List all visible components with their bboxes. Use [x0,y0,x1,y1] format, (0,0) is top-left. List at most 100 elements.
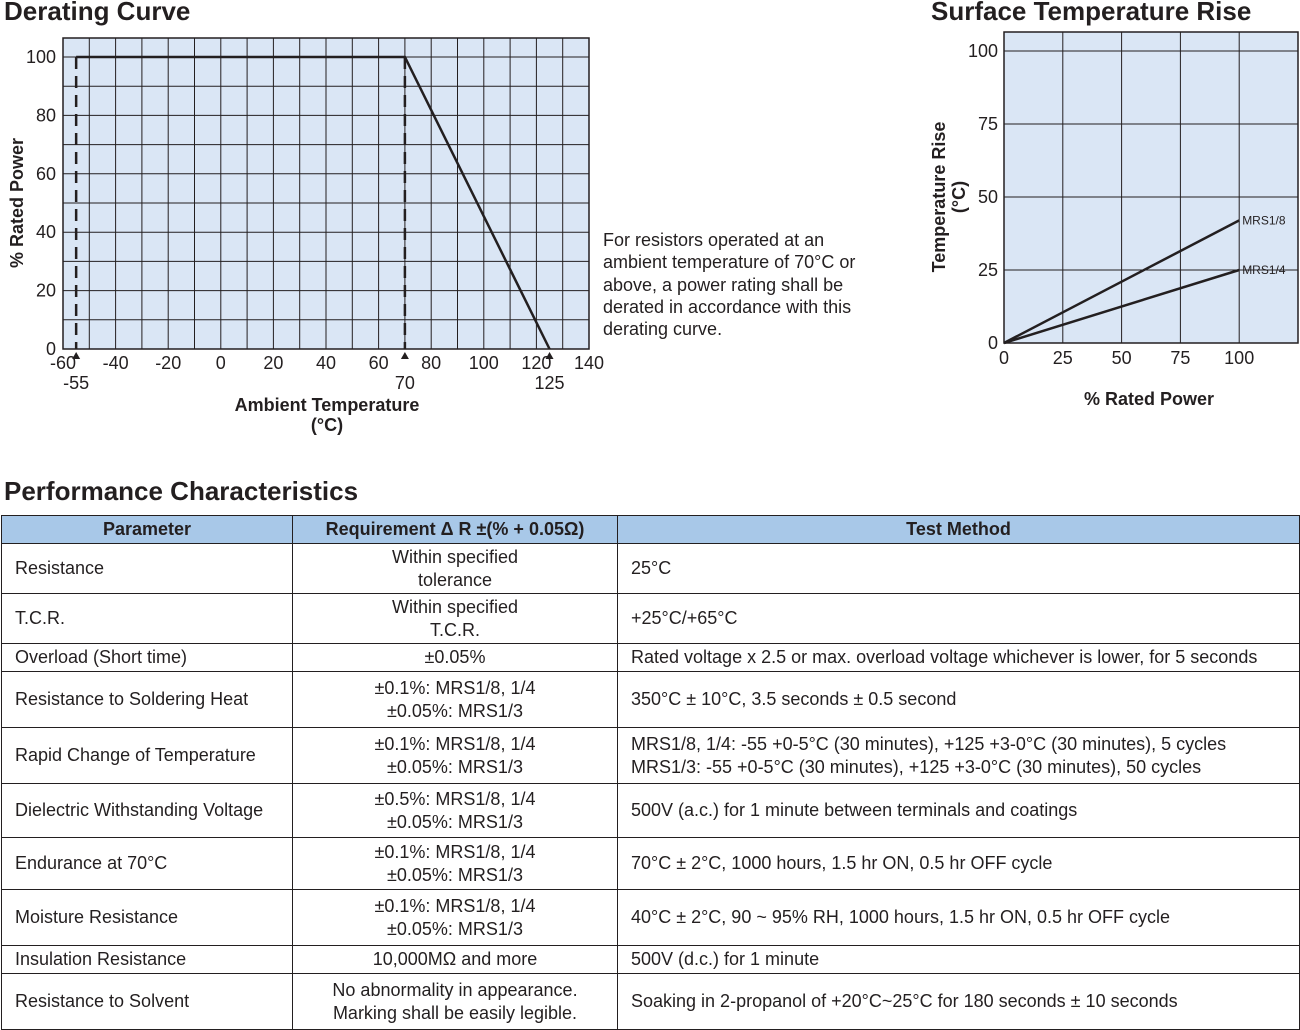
derating-x-tick-label: 40 [316,353,336,373]
table-row: Resistance Within specified tolerance 25°C [1,543,1300,594]
charts-canvas: -60 -40 -20 0 20 40 60 80 100 120 140 0 20 40 60 80 100 -… [7,31,1299,435]
requirement-line: T.C.R. [429,619,480,640]
test-method-line: 25°C [631,558,672,579]
surface-x-axis-title: % Rated Power [1084,389,1214,409]
derating-marker-label: 70 [395,373,415,393]
parameter-cell: Moisture Resistance [1,889,293,946]
requirement-line: Within specified [391,597,519,617]
requirement-cell: ±0.5%: MRS1/8, 1/4 ±0.05%: MRS1/3 [292,783,618,838]
requirement-line: ±0.1%: MRS1/8, 1/4 [374,734,536,754]
derating-x-tick-label: 120 [521,353,551,373]
derating-x-tick-label: 80 [421,353,441,373]
surface-x-tick-label: 0 [999,348,1009,368]
derating-x-tick-label: 0 [216,353,226,373]
table-row: Resistance to Soldering Heat ±0.1%: MRS1/… [1,671,1300,728]
parameter-cell: Overload (Short time) [1,643,293,672]
derating-y-tick-label: 0 [46,339,56,359]
surface-y-tick-label: 75 [978,114,998,134]
test-method-cell: Rated voltage x 2.5 or max. overload vol… [617,643,1300,672]
requirement-line: ±0.05%: MRS1/3 [387,918,523,939]
test-method-cell: 500V (d.c.) for 1 minute [617,945,1300,974]
requirement-cell: ±0.1%: MRS1/8, 1/4 ±0.05%: MRS1/3 [292,837,618,890]
parameter-cell: Insulation Resistance [1,945,293,974]
surface-y-tick-label: 100 [968,41,998,61]
requirement-cell: 10,000MΩ and more [292,945,618,974]
header-requirement: Requirement Δ R ±(% + 0.05Ω) [292,515,618,544]
requirement-line: ±0.05%: MRS1/3 [387,811,523,832]
test-method-line: 40°C ± 2°C, 90 ~ 95% RH, 1000 hours, 1.5… [631,907,1171,928]
requirement-line: 10,000MΩ and more [372,949,538,970]
parameter-cell: Resistance to Soldering Heat [1,671,293,728]
surface-y-axis-unit: (°C) [949,181,969,213]
requirement-line: ±0.05%: MRS1/3 [387,700,523,721]
surface-x-tick-label: 75 [1170,348,1190,368]
table-row: Insulation Resistance 10,000MΩ and more 50… [1,945,1300,974]
derating-y-tick-label: 100 [26,47,56,67]
test-method-line: Rated voltage x 2.5 or max. overload vol… [631,647,1258,668]
parameter-cell: Resistance [1,543,293,594]
derating-x-axis-unit: (°C) [311,415,343,435]
test-method-line: 500V (d.c.) for 1 minute [631,949,820,970]
surface-plot-area [1003,31,1299,344]
derating-y-tick-label: 40 [36,222,56,242]
requirement-line: ±0.05%: MRS1/3 [387,864,523,885]
surface-series-label: MRS1/8 [1242,213,1286,227]
derating-marker-arrow [72,352,81,359]
test-method-line: Soaking in 2-propanol of +20°C~25°C for … [631,991,1178,1012]
table-row: Endurance at 70°C ±0.1%: MRS1/8, 1/4 ±0.05… [1,837,1300,890]
parameter-cell: Dielectric Withstanding Voltage [1,783,293,838]
derating-x-tick-label: -20 [155,353,181,373]
derating-y-tick-label: 20 [36,281,56,301]
derating-y-tick-label: 80 [36,105,56,125]
derating-y-tick-label: 60 [36,164,56,184]
derating-x-tick-label: -40 [103,353,129,373]
requirement-line: Marking shall be easily legible. [332,1002,578,1023]
surface-x-tick-label: 100 [1224,348,1254,368]
test-method-cell: 40°C ± 2°C, 90 ~ 95% RH, 1000 hours, 1.5… [617,889,1300,946]
derating-x-tick-label: 140 [574,353,604,373]
table-row: Dielectric Withstanding Voltage ±0.5%: MR… [1,783,1300,838]
performance-table: Parameter Requirement Δ R ±(% + 0.05Ω) T… [1,515,1300,1030]
surface-series-label: MRS1/4 [1242,263,1286,277]
table-row: Rapid Change of Temperature ±0.1%: MRS1/8… [1,727,1300,784]
surface-y-axis-title: Temperature Rise [929,122,949,273]
test-method-line: 350°C ± 10°C, 3.5 seconds ± 0.5 second [631,689,957,710]
requirement-line: ±0.1%: MRS1/8, 1/4 [374,842,536,862]
parameter-cell: T.C.R. [1,593,293,644]
derating-x-tick-label: 20 [263,353,283,373]
test-method-line: 70°C ± 2°C, 1000 hours, 1.5 hr ON, 0.5 h… [631,853,1053,874]
requirement-cell: ±0.1%: MRS1/8, 1/4 ±0.05%: MRS1/3 [292,671,618,728]
derating-y-axis-title: % Rated Power [7,138,27,268]
header-test-method: Test Method [617,515,1300,544]
derating-x-axis-title: Ambient Temperature [235,395,420,415]
derating-marker-arrow [400,352,409,359]
test-method-line: +25°C/+65°C [631,608,738,629]
requirement-line: tolerance [417,569,493,590]
test-method-cell: +25°C/+65°C [617,593,1300,644]
surface-y-tick-label: 50 [978,187,998,207]
table-row: Resistance to Solvent No abnormality in a… [1,973,1300,1030]
derating-curve-line [76,55,551,350]
requirement-cell: Within specified tolerance [292,543,618,594]
derating-marker-label: 125 [535,373,565,393]
header-parameter: Parameter [1,515,293,544]
requirement-line: ±0.05%: MRS1/3 [387,756,523,777]
parameter-cell: Rapid Change of Temperature [1,727,293,784]
table-row: Moisture Resistance ±0.1%: MRS1/8, 1/4 ±0.… [1,889,1300,946]
derating-x-tick-label: 100 [469,353,499,373]
surface-y-tick-label: 0 [988,333,998,353]
test-method-cell: 500V (a.c.) for 1 minute between termina… [617,783,1300,838]
table-row: T.C.R. Within specified T.C.R. +25°C/+65°C [1,593,1300,644]
performance-title: Performance Characteristics [4,476,359,506]
test-method-line: MRS1/8, 1/4: -55 +0-5°C (30 minutes), +1… [631,734,1227,754]
parameter-cell: Endurance at 70°C [1,837,293,890]
derating-marker-arrow [545,352,554,359]
derating-x-tick-label: 60 [369,353,389,373]
surface-series-line [1003,219,1240,345]
requirement-cell: No abnormality in appearance. Marking sha… [292,973,618,1030]
requirement-line: ±0.05% [424,647,486,668]
requirement-line: Within specified [391,547,519,567]
test-method-cell: Soaking in 2-propanol of +20°C~25°C for … [617,973,1300,1030]
test-method-cell: 25°C [617,543,1300,594]
surface-x-tick-label: 50 [1112,348,1132,368]
